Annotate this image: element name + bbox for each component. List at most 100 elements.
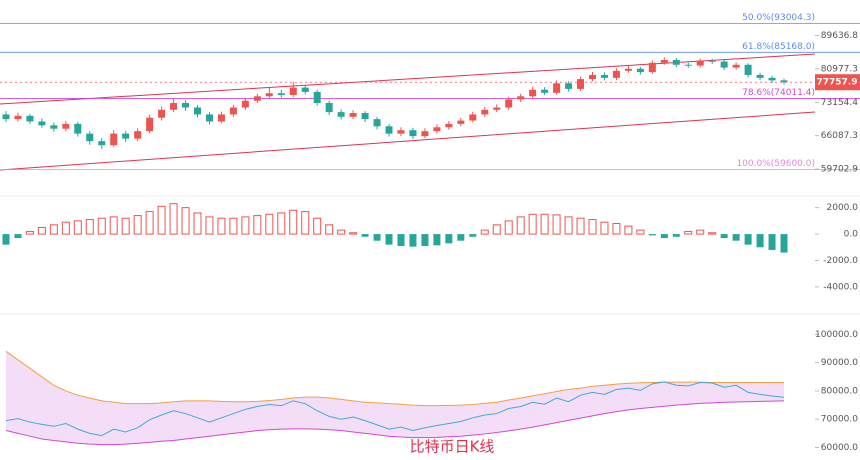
candle-body [182, 102, 190, 108]
candle-body [217, 114, 225, 122]
candle-body [708, 60, 716, 62]
macd-bar [708, 232, 717, 235]
candle-body [301, 87, 309, 92]
candle-body [481, 109, 489, 115]
candle-body [38, 121, 46, 126]
macd-bar [457, 234, 465, 241]
macd-bar [37, 226, 46, 235]
price-line [5, 381, 785, 437]
candle-body [110, 133, 118, 146]
macd-bar [768, 234, 776, 250]
candle-body [612, 70, 620, 78]
candle-body [577, 79, 585, 89]
fib-label: 61.8%(85168.0) [742, 42, 815, 52]
y-tick-label: 80000.0 [821, 386, 858, 396]
macd-bar [648, 234, 656, 236]
candle-body [98, 141, 106, 146]
candle-body [529, 89, 537, 97]
candle-body [158, 109, 166, 118]
candle-body [14, 115, 22, 120]
macd-bar [780, 234, 788, 253]
candle-body [170, 102, 178, 110]
macd-bar [624, 225, 633, 235]
macd-bar [205, 216, 214, 235]
fib-label: 100.0%(59600.0) [736, 159, 815, 169]
fib-label: 50.0%(93004.3) [742, 13, 815, 23]
macd-bar [169, 203, 178, 235]
y-tick-label: 80977.3 [821, 64, 858, 74]
macd-bar [241, 216, 250, 235]
macd-bar [301, 211, 310, 235]
candle-body [134, 131, 142, 139]
macd-bar [97, 217, 106, 235]
candle-body [493, 107, 501, 110]
price-tag-label: 77757.9 [817, 78, 858, 88]
macd-bar [49, 224, 58, 235]
y-tick-label: 100000.0 [815, 330, 858, 340]
macd-bar [469, 234, 477, 237]
candle-body [146, 117, 154, 132]
macd-bar [588, 219, 597, 235]
macd-bar [265, 213, 274, 235]
candle-body [457, 120, 465, 124]
candle-body [469, 114, 477, 121]
candle-body [50, 125, 58, 129]
candle-body [229, 107, 237, 115]
candle-body [361, 113, 369, 120]
y-tick-label: 60000.0 [821, 443, 858, 453]
candle-body [74, 123, 82, 134]
band-line [5, 350, 785, 407]
macd-bar [289, 209, 298, 235]
candle-body [600, 74, 608, 78]
candle-body [553, 83, 561, 93]
candle-body [2, 114, 10, 120]
candle-body [445, 123, 453, 128]
candle-body [589, 74, 596, 80]
macd-bar [337, 229, 346, 235]
trend-line [0, 111, 816, 171]
macd-bar [528, 213, 537, 235]
candle-body [565, 83, 573, 89]
candle-body [62, 123, 70, 129]
candle-body [277, 93, 285, 95]
y-tick-label: 0.0 [844, 230, 859, 240]
macd-bar [373, 234, 381, 241]
candle-body [289, 87, 297, 95]
candle-body [505, 99, 513, 108]
macd-bar [756, 234, 764, 248]
macd-bar [14, 234, 22, 239]
macd-bar [421, 234, 429, 246]
candle-body [349, 113, 357, 117]
macd-bar [696, 229, 705, 235]
candle-body [337, 112, 345, 117]
macd-bar [61, 221, 70, 235]
macd-bar [85, 219, 94, 235]
caption: 比特币日K线 [410, 438, 495, 456]
macd-bar [672, 234, 680, 237]
macd-bar [445, 234, 453, 244]
candle-body [385, 126, 393, 134]
candle-body [373, 119, 381, 127]
candle-body [409, 130, 417, 137]
macd-bar [732, 234, 740, 241]
macd-bar [277, 212, 286, 235]
macd-bar [361, 234, 369, 237]
macd-bar [600, 221, 609, 235]
candle-body [325, 102, 333, 113]
macd-bar [409, 234, 417, 247]
candle-body [421, 131, 429, 137]
macd-bar [433, 234, 441, 246]
macd-bar [349, 232, 358, 235]
candle-body [397, 130, 405, 134]
candle-body [241, 100, 249, 108]
macd-bar [612, 223, 621, 235]
y-tick-label: 70000.0 [821, 415, 858, 425]
macd-bar [2, 234, 10, 245]
candle-body [696, 60, 704, 66]
band-line [5, 400, 785, 446]
candle-body [313, 91, 321, 103]
candle-body [624, 68, 632, 71]
price-tag [815, 74, 860, 91]
macd-bar [564, 216, 573, 235]
